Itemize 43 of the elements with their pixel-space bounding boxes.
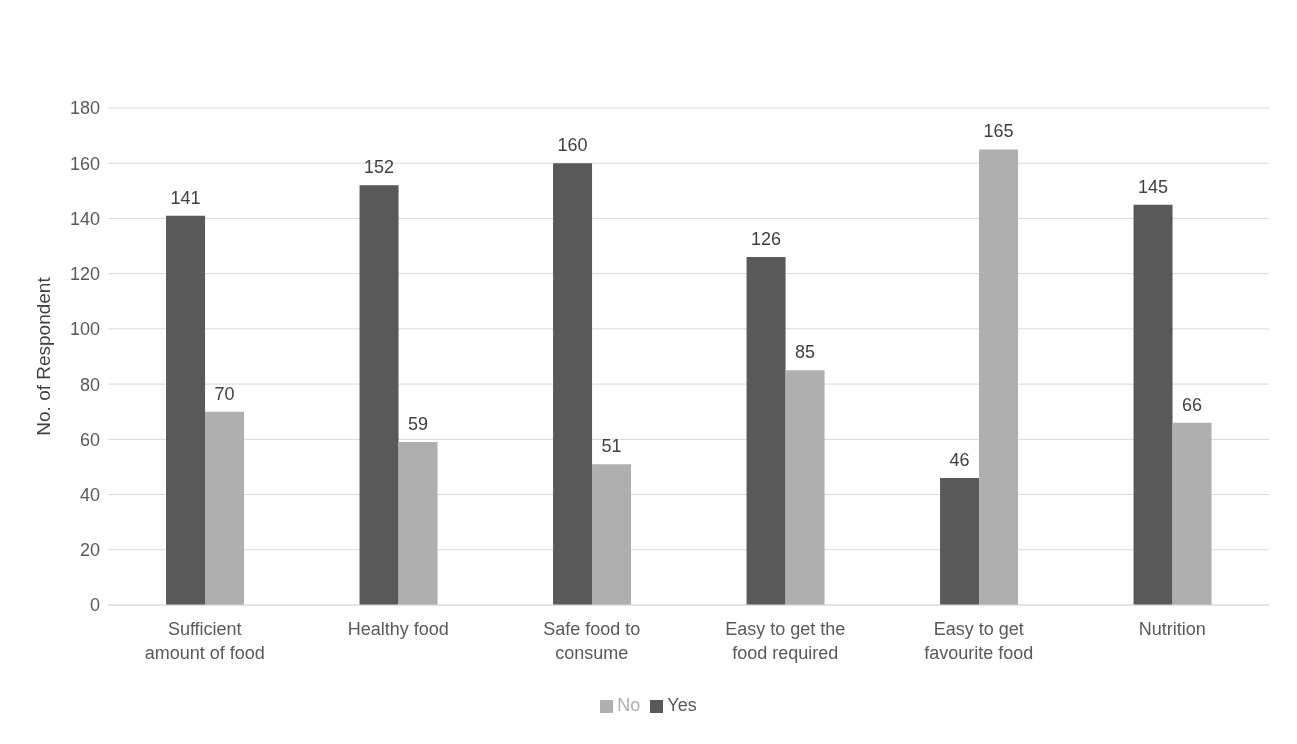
y-tick-label: 80	[79, 374, 100, 395]
x-tick-label: Safe food to consume	[543, 619, 641, 663]
bar	[979, 149, 1019, 605]
data-label: 165	[983, 121, 1014, 142]
bar	[592, 464, 632, 605]
legend-label: No	[617, 695, 641, 715]
bar	[398, 442, 438, 605]
y-tick-label: 20	[79, 540, 100, 561]
y-tick-label: 180	[69, 98, 100, 119]
data-label: 145	[1138, 176, 1169, 197]
bar	[785, 370, 825, 605]
bar	[1172, 422, 1212, 605]
x-tick-label: Easy to get favourite food	[924, 619, 1034, 663]
y-tick-label: 40	[79, 484, 100, 505]
bar	[1133, 204, 1173, 605]
y-tick-label: 60	[79, 429, 100, 450]
bar	[746, 257, 786, 605]
legend-label: Yes	[667, 695, 697, 715]
data-label: 152	[364, 157, 395, 178]
data-label: 59	[408, 414, 429, 435]
bar	[205, 411, 245, 605]
data-label: 70	[214, 383, 235, 404]
x-tick-label: Nutrition	[1138, 619, 1206, 639]
x-tick-label: Healthy food	[347, 619, 449, 639]
data-label: 126	[751, 229, 782, 250]
bar	[359, 185, 399, 605]
bar	[166, 215, 206, 605]
data-label: 160	[557, 135, 588, 156]
data-label: 141	[170, 187, 201, 208]
data-label: 46	[949, 449, 970, 470]
y-axis-title: No. of Respondent	[32, 276, 54, 436]
y-tick-label: 120	[69, 264, 100, 285]
y-tick-label: 160	[69, 153, 100, 174]
y-tick-label: 140	[69, 208, 100, 229]
x-tick-label: Easy to get the food required	[725, 619, 846, 663]
y-tick-label: 0	[89, 595, 100, 616]
bar	[553, 163, 593, 605]
data-label: 66	[1182, 394, 1203, 415]
data-label: 85	[795, 342, 816, 363]
bar	[940, 477, 980, 605]
y-tick-label: 100	[69, 319, 100, 340]
x-tick-label: Sufficient amount of food	[144, 619, 265, 663]
data-label: 51	[601, 436, 622, 457]
